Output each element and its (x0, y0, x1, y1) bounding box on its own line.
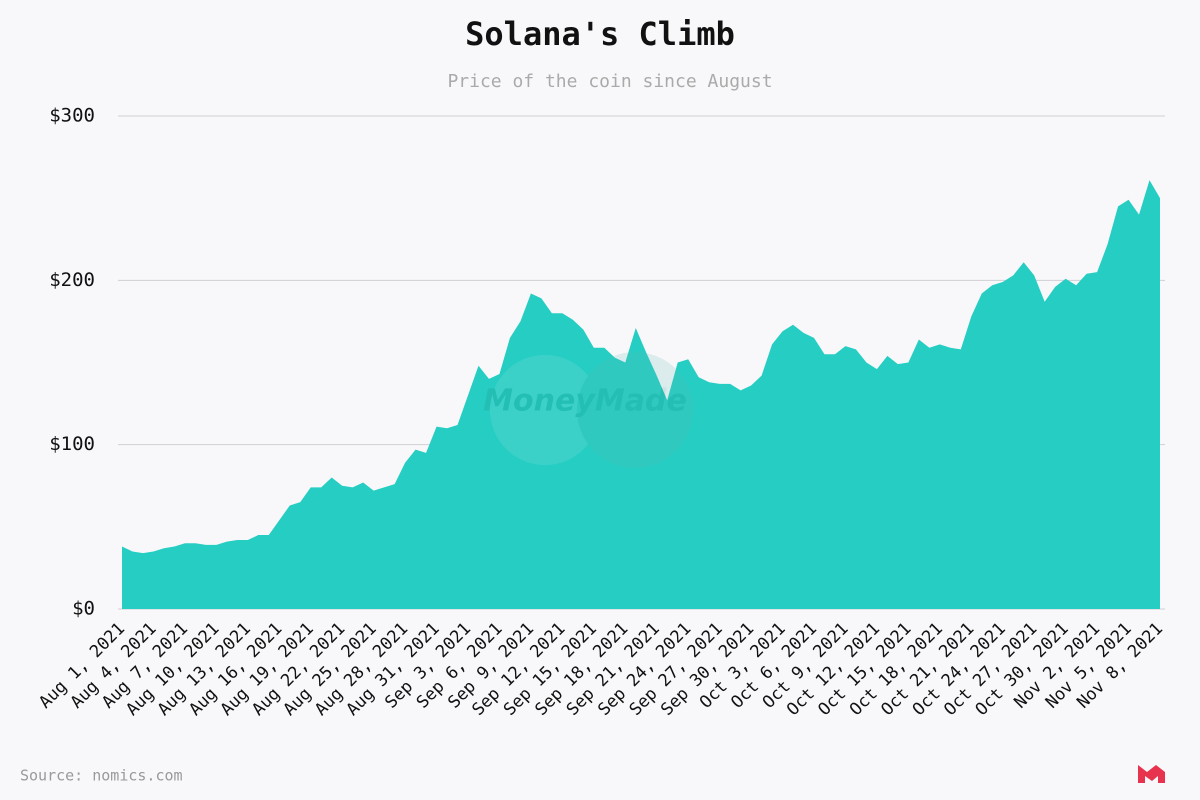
watermark-text: MoneyMade (483, 384, 687, 419)
watermark: MoneyMade (483, 352, 693, 468)
logo-mark (1138, 765, 1165, 783)
y-tick-label: $0 (72, 598, 95, 620)
area (122, 180, 1160, 609)
y-tick-label: $300 (49, 105, 95, 127)
watermark-circle (490, 355, 600, 465)
chart-title: Solana's Climb (465, 15, 735, 53)
source: Source: nomics.com (20, 767, 183, 785)
logo (1138, 765, 1165, 783)
chart-subtitle: Price of the coin since August (447, 71, 772, 92)
y-tick-label: $100 (49, 433, 95, 455)
watermark-circle (577, 352, 693, 468)
y-tick-label: $200 (49, 269, 95, 291)
